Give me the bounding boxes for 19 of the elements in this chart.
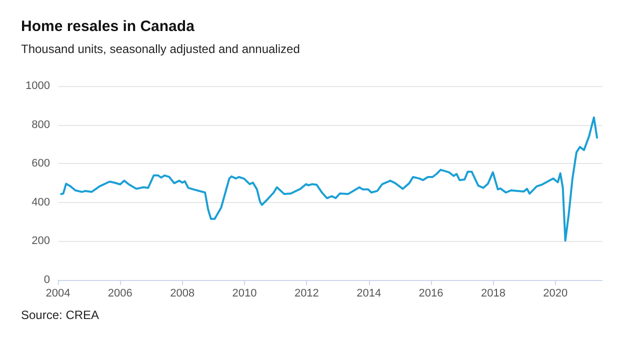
line-series: [60, 116, 598, 242]
x-tick-label: 2012: [294, 288, 319, 300]
y-tick-label: 600: [32, 158, 50, 170]
y-tick-label: 1000: [26, 80, 50, 92]
x-tick-label: 2008: [170, 288, 195, 300]
x-tick-label: 2010: [232, 288, 257, 300]
x-tick-label: 2016: [418, 288, 444, 300]
y-tick-label: 800: [32, 118, 50, 131]
y-tick-label: 200: [32, 235, 50, 248]
x-tick-label: 2020: [543, 288, 568, 300]
x-tick-label: 2014: [356, 288, 382, 300]
x-tick-label: 2004: [46, 288, 70, 300]
y-tick-label: 0: [44, 274, 50, 286]
x-tick-label: 2018: [480, 288, 506, 300]
source-note: Source: CREA: [21, 308, 100, 322]
chart-title: Home resales in Canada: [21, 18, 196, 35]
y-tick-label: 400: [32, 196, 50, 208]
x-tick-label: 2006: [108, 288, 132, 300]
chart-subtitle: Thousand units, seasonally adjusted and annualized: [21, 42, 300, 56]
